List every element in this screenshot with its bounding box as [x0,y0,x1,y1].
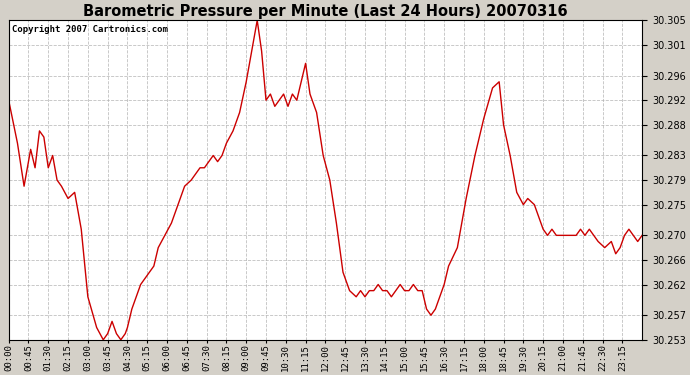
Title: Barometric Pressure per Minute (Last 24 Hours) 20070316: Barometric Pressure per Minute (Last 24 … [83,4,568,19]
Text: Copyright 2007 Cartronics.com: Copyright 2007 Cartronics.com [12,25,168,34]
